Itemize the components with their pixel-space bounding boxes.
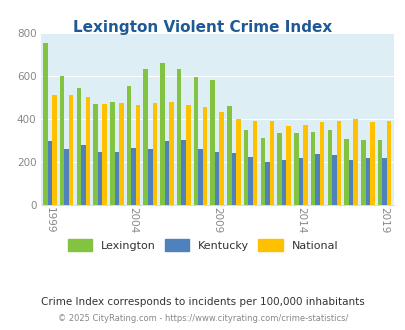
Text: © 2025 CityRating.com - https://www.cityrating.com/crime-statistics/: © 2025 CityRating.com - https://www.city…: [58, 314, 347, 323]
Bar: [327, 129, 331, 205]
Bar: [236, 119, 240, 205]
Bar: [303, 125, 307, 205]
Bar: [114, 152, 119, 205]
Bar: [343, 139, 348, 205]
Bar: [281, 160, 286, 205]
Bar: [219, 112, 224, 205]
Bar: [264, 162, 269, 205]
Bar: [177, 70, 181, 205]
Bar: [160, 63, 164, 205]
Bar: [148, 149, 152, 205]
Bar: [202, 107, 207, 205]
Bar: [85, 97, 90, 205]
Bar: [382, 158, 386, 205]
Legend: Lexington, Kentucky, National: Lexington, Kentucky, National: [63, 235, 342, 255]
Bar: [164, 141, 169, 205]
Bar: [93, 104, 98, 205]
Bar: [102, 104, 107, 205]
Bar: [98, 152, 102, 205]
Text: Lexington Violent Crime Index: Lexington Violent Crime Index: [73, 20, 332, 35]
Bar: [43, 43, 47, 205]
Bar: [169, 102, 173, 205]
Bar: [231, 153, 236, 205]
Bar: [131, 148, 135, 205]
Bar: [198, 149, 202, 205]
Bar: [64, 149, 68, 205]
Bar: [365, 158, 369, 205]
Bar: [76, 88, 81, 205]
Bar: [298, 158, 303, 205]
Bar: [81, 145, 85, 205]
Bar: [52, 95, 56, 205]
Bar: [352, 119, 357, 205]
Bar: [331, 155, 336, 205]
Text: Crime Index corresponds to incidents per 100,000 inhabitants: Crime Index corresponds to incidents per…: [41, 297, 364, 307]
Bar: [348, 160, 352, 205]
Bar: [310, 132, 315, 205]
Bar: [369, 122, 374, 205]
Bar: [126, 85, 131, 205]
Bar: [185, 105, 190, 205]
Bar: [377, 140, 382, 205]
Bar: [260, 138, 264, 205]
Bar: [181, 140, 185, 205]
Bar: [277, 133, 281, 205]
Bar: [269, 121, 273, 205]
Bar: [210, 80, 214, 205]
Bar: [286, 126, 290, 205]
Bar: [68, 95, 73, 205]
Bar: [293, 133, 298, 205]
Bar: [243, 129, 248, 205]
Bar: [193, 77, 198, 205]
Bar: [252, 121, 257, 205]
Bar: [135, 105, 140, 205]
Bar: [336, 121, 340, 205]
Bar: [248, 157, 252, 205]
Bar: [319, 122, 324, 205]
Bar: [360, 140, 365, 205]
Bar: [60, 76, 64, 205]
Bar: [119, 103, 123, 205]
Bar: [227, 106, 231, 205]
Bar: [47, 141, 52, 205]
Bar: [386, 121, 390, 205]
Bar: [110, 102, 114, 205]
Bar: [315, 154, 319, 205]
Bar: [214, 152, 219, 205]
Bar: [152, 103, 157, 205]
Bar: [143, 70, 148, 205]
